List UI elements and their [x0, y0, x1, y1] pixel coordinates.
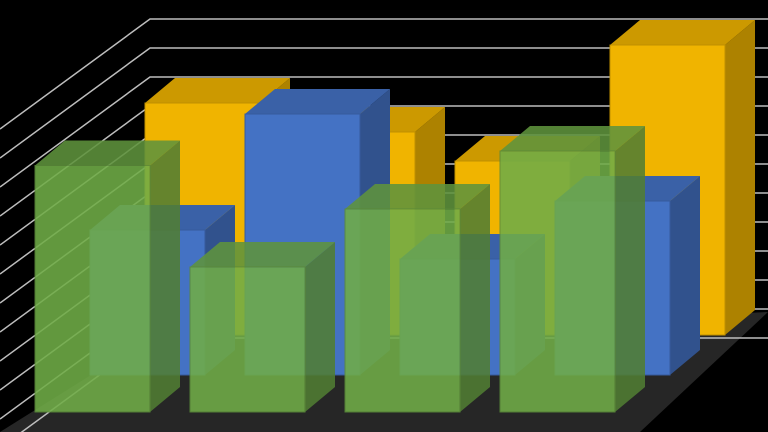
grid-line: [0, 18, 768, 130]
bar-side: [460, 184, 490, 412]
bar: [34, 165, 151, 413]
bar-top: [35, 140, 180, 166]
bar-top: [500, 126, 645, 151]
bar-top: [610, 20, 755, 45]
bar-side: [305, 242, 335, 412]
bar: [189, 266, 306, 413]
bar-side: [670, 176, 700, 375]
bar-top: [245, 89, 390, 114]
bar-top: [345, 184, 490, 209]
bar-side: [150, 140, 180, 412]
grid-line: [0, 76, 768, 188]
bar: [499, 150, 616, 413]
grid-line: [0, 47, 768, 159]
bar-top: [145, 78, 290, 103]
bar: [344, 208, 461, 413]
bar-side: [725, 20, 755, 335]
bar-side: [615, 126, 645, 412]
bar-top: [190, 242, 335, 267]
